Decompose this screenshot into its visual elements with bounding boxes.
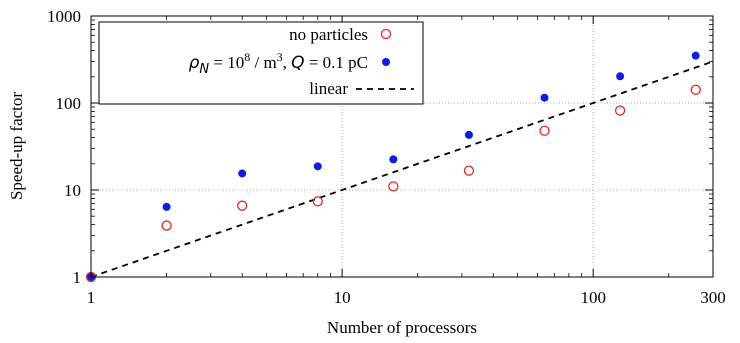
point-no-particles xyxy=(237,200,248,211)
point-no-particles xyxy=(161,220,172,231)
point-with-particles xyxy=(313,162,322,171)
y-tick-label: 1 xyxy=(73,268,82,287)
point-with-particles xyxy=(691,51,700,60)
point-with-particles xyxy=(389,155,398,164)
legend-density-unit: / m xyxy=(250,53,276,72)
legend-label-no-particles: no particles xyxy=(289,25,368,44)
point-with-particles xyxy=(162,202,171,211)
legend-unit-exponent: 3 xyxy=(277,50,283,64)
plot-frame xyxy=(90,15,714,278)
x-tick-label: 10 xyxy=(334,288,351,307)
legend-density-exponent: 8 xyxy=(244,50,250,64)
point-with-particles xyxy=(540,93,549,102)
legend-box xyxy=(98,21,424,105)
x-axis-label: Number of processors xyxy=(327,318,477,337)
point-no-particles xyxy=(463,165,475,176)
point-with-particles xyxy=(464,130,473,139)
legend: no particles ρN = 108 / m3, Q = 0.1 pC l… xyxy=(98,21,424,105)
point-no-particles xyxy=(539,125,550,136)
point-with-particles xyxy=(238,169,247,178)
data-points-layer xyxy=(85,51,701,283)
legend-marker-particles xyxy=(382,58,390,66)
legend-rho: ρ xyxy=(189,53,200,73)
legend-rho-subscript: N xyxy=(199,62,209,77)
y-axis-label: Speed-up factor xyxy=(7,92,26,200)
legend-marker-no-particles xyxy=(380,28,392,40)
legend-label-particles: ρN = 108 / m3, Q = 0.1 pC xyxy=(189,50,368,77)
point-with-particles xyxy=(616,72,625,81)
legend-density-value: = 10 xyxy=(209,53,244,72)
y-tick-label: 10 xyxy=(64,181,81,200)
axis-ticks: 1 10 100 1000 1 10 100 300 xyxy=(47,7,726,307)
legend-charge-value: = 0.1 pC xyxy=(305,53,368,72)
legend-label-linear: linear xyxy=(309,79,348,98)
x-tick-label: 100 xyxy=(580,288,606,307)
legend-separator: , xyxy=(283,53,292,72)
point-no-particles xyxy=(388,181,399,192)
y-tick-label: 100 xyxy=(56,94,82,113)
point-no-particles xyxy=(690,84,701,95)
x-tick-label: 1 xyxy=(87,288,96,307)
point-no-particles xyxy=(312,196,323,207)
y-tick-label: 1000 xyxy=(47,7,81,26)
x-tick-label: 300 xyxy=(700,288,726,307)
point-no-particles xyxy=(614,105,626,116)
legend-charge-symbol: Q xyxy=(291,53,304,73)
